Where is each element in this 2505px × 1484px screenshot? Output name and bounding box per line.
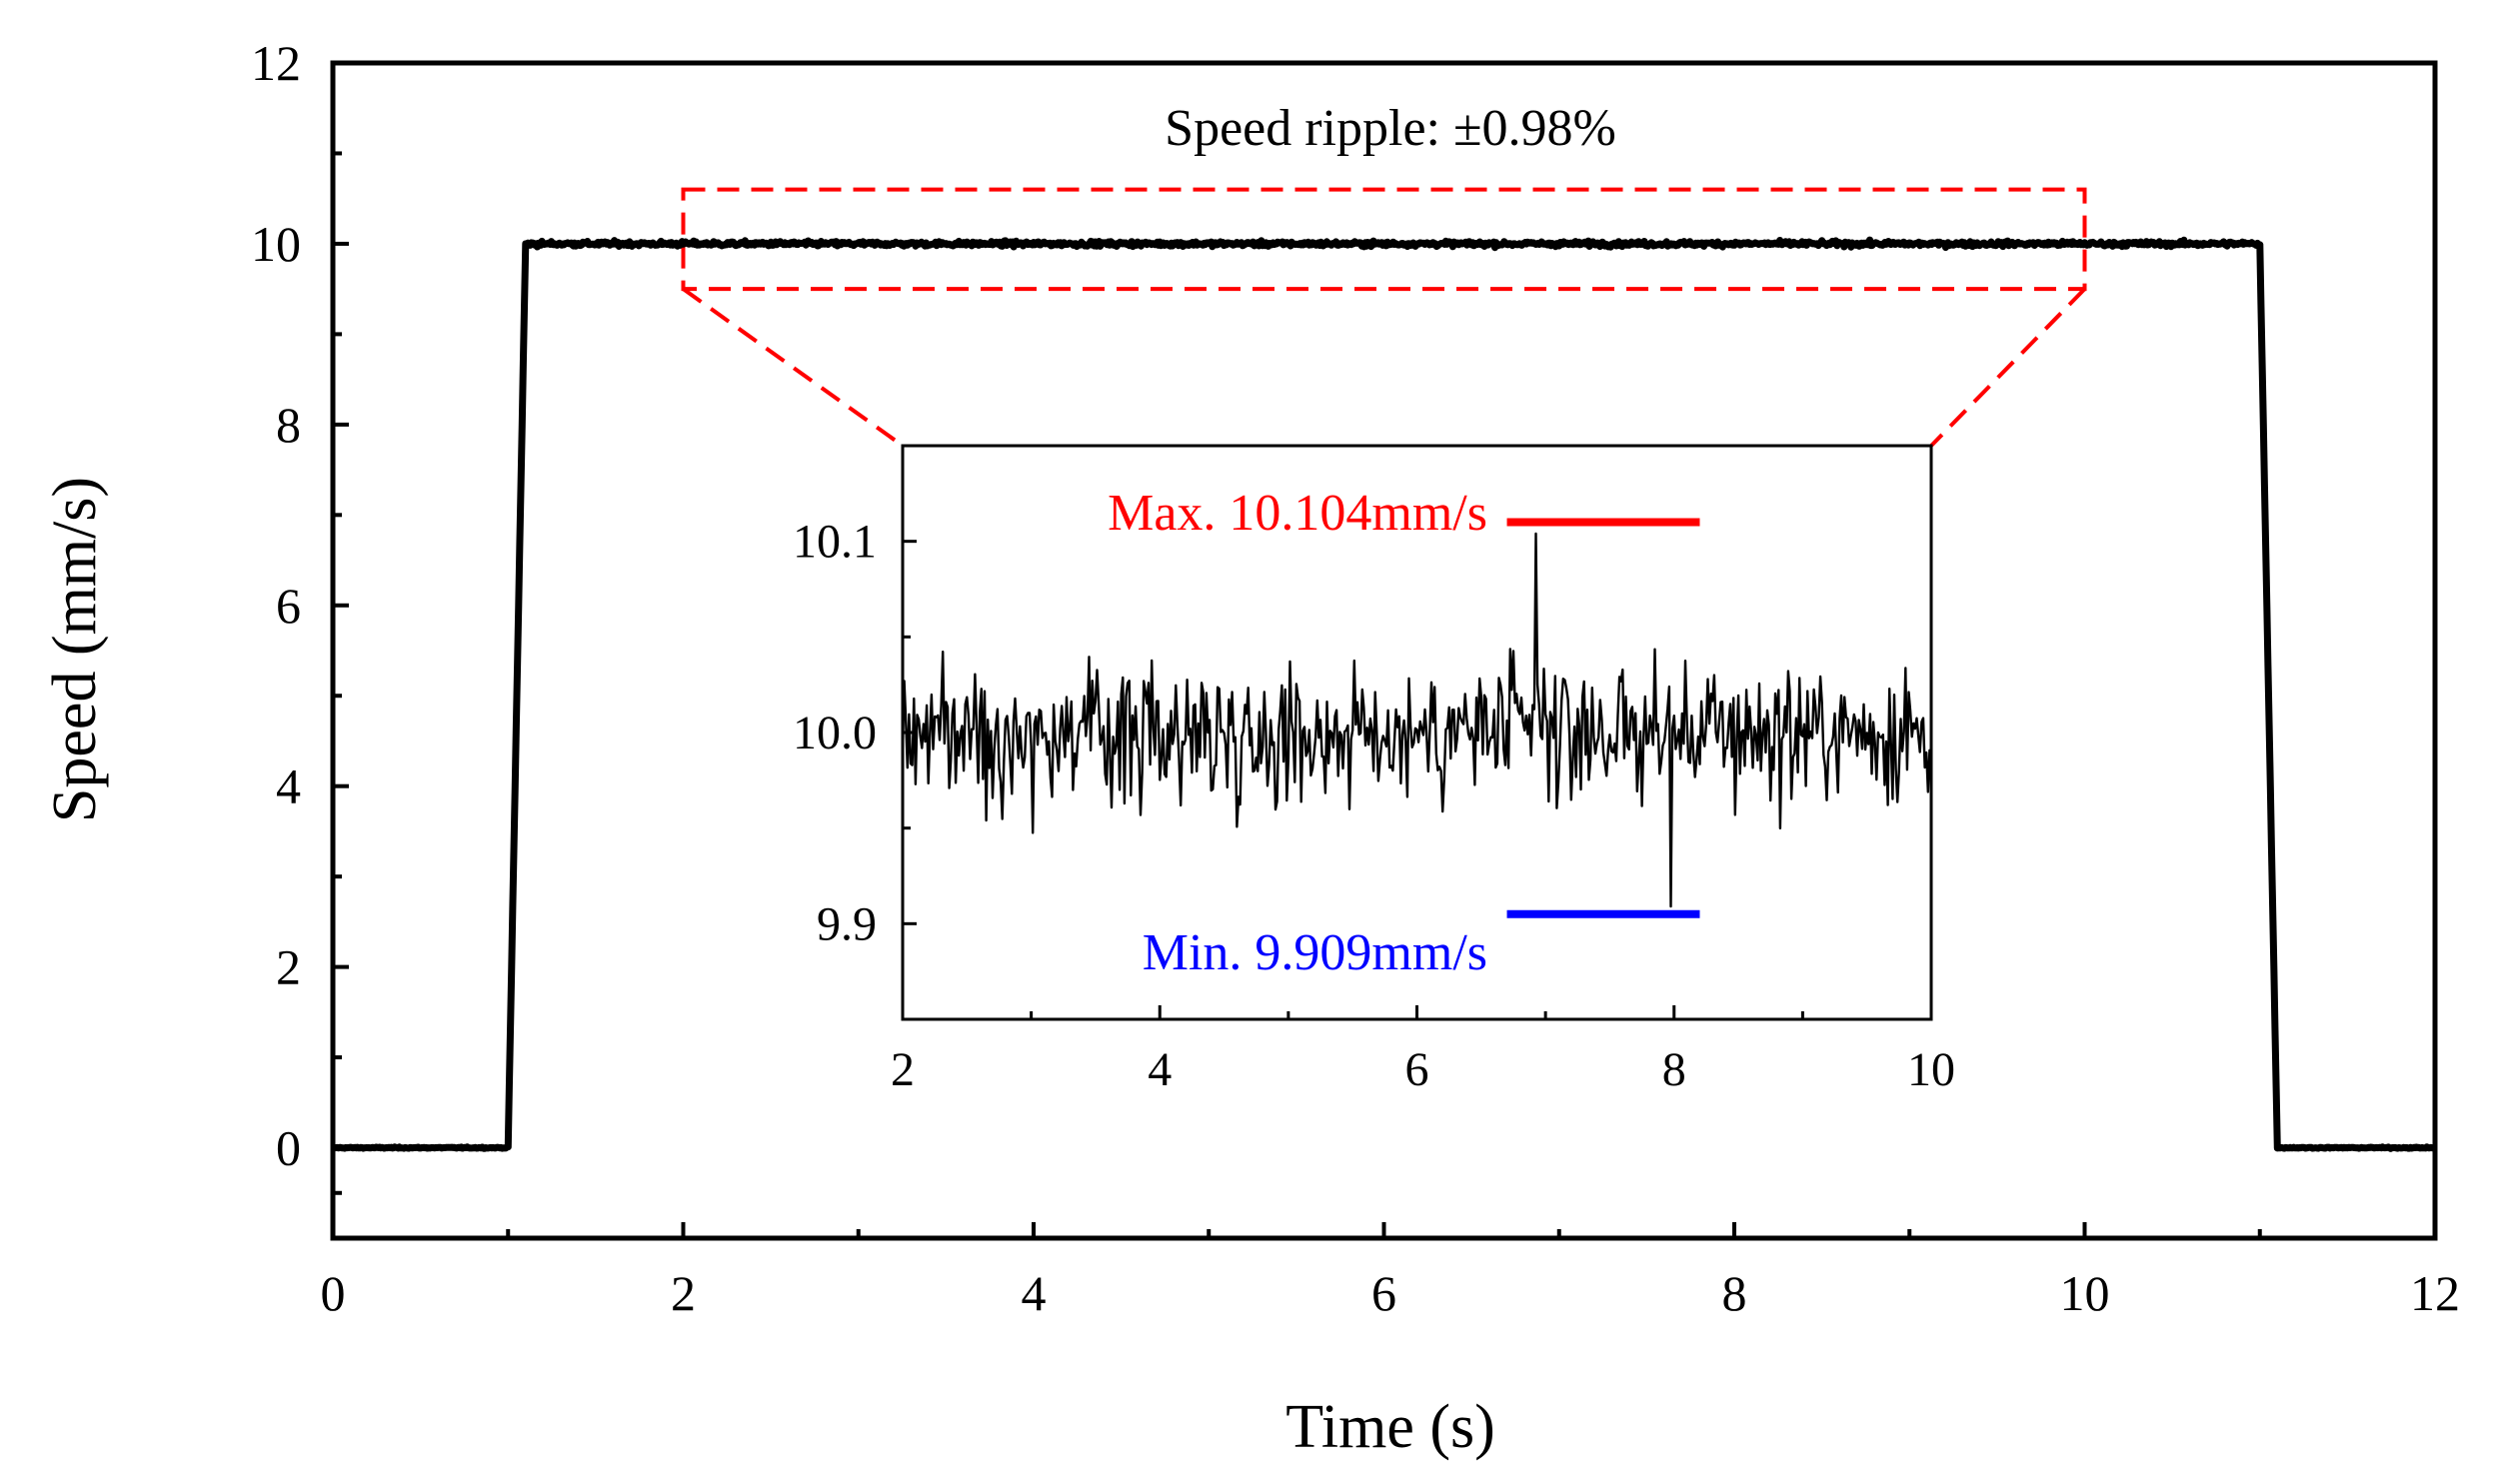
zoom-region-box xyxy=(681,187,2087,292)
x-axis-title: Time (s) xyxy=(1285,1393,1495,1461)
y-tick-label: 4 xyxy=(276,758,301,814)
y-tick-label: 10 xyxy=(251,216,301,272)
main-plot-frame xyxy=(330,60,2438,1241)
x-tick-label: 8 xyxy=(1722,1265,1747,1321)
y-tick-label: 2 xyxy=(276,939,301,995)
x-tick-label: 4 xyxy=(1022,1265,1047,1321)
speed-ripple-annotation: Speed ripple: ±0.98% xyxy=(1165,100,1616,157)
y-tick-label: 0 xyxy=(276,1120,301,1176)
y-tick-label: 12 xyxy=(251,35,301,91)
inset-y-tick-label: 10.0 xyxy=(793,707,877,759)
zoom-connector-right xyxy=(1929,287,2086,448)
y-tick-label: 6 xyxy=(276,578,301,634)
min-speed-label: Min. 9.909mm/s xyxy=(1143,924,1487,981)
inset-y-tick-label: 9.9 xyxy=(817,897,877,950)
zoom-connector-left xyxy=(682,287,905,448)
speed-series-line xyxy=(330,236,2438,1152)
inset-x-tick-label: 10 xyxy=(1907,1043,1955,1096)
inset-y-tick-label: 10.1 xyxy=(793,516,877,569)
y-axis-title: Speed (mm/s) xyxy=(41,477,109,822)
x-tick-label: 12 xyxy=(2410,1265,2460,1321)
inset-x-tick-label: 4 xyxy=(1148,1043,1172,1096)
inset-x-tick-label: 2 xyxy=(891,1043,915,1096)
x-tick-label: 0 xyxy=(321,1265,346,1321)
inset-plot-frame xyxy=(901,444,1933,1021)
x-tick-label: 10 xyxy=(2060,1265,2110,1321)
inset-x-tick-label: 8 xyxy=(1662,1043,1686,1096)
x-tick-label: 2 xyxy=(671,1265,696,1321)
max-speed-label: Max. 10.104mm/s xyxy=(1108,485,1487,542)
x-tick-label: 6 xyxy=(1371,1265,1396,1321)
inset-x-tick-label: 6 xyxy=(1405,1043,1429,1096)
y-tick-label: 8 xyxy=(276,397,301,453)
inset-speed-series-line xyxy=(901,532,1933,908)
